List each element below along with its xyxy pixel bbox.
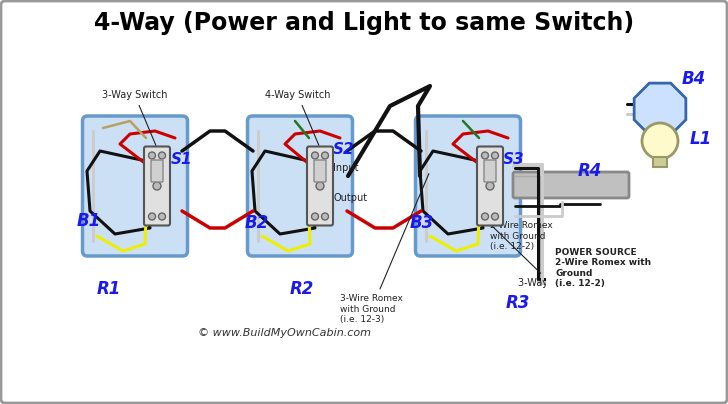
Circle shape [322, 213, 328, 220]
Text: R1: R1 [97, 280, 122, 298]
Circle shape [481, 152, 488, 159]
Circle shape [642, 123, 678, 159]
Circle shape [159, 152, 165, 159]
Text: 4-Way (Power and Light to same Switch): 4-Way (Power and Light to same Switch) [94, 11, 634, 35]
Text: S1: S1 [171, 152, 193, 167]
Text: 2-Wire Romex
with Ground
(i.e. 12-2): 2-Wire Romex with Ground (i.e. 12-2) [490, 221, 567, 255]
Text: B4: B4 [682, 70, 706, 88]
FancyBboxPatch shape [151, 160, 163, 182]
Circle shape [149, 213, 156, 220]
Circle shape [322, 152, 328, 159]
FancyBboxPatch shape [248, 116, 352, 256]
Circle shape [491, 213, 499, 220]
Text: S3: S3 [503, 152, 525, 167]
Text: 3-Way Switch: 3-Way Switch [102, 90, 167, 145]
Text: L1: L1 [690, 130, 712, 148]
FancyBboxPatch shape [477, 147, 503, 225]
Circle shape [312, 152, 319, 159]
FancyBboxPatch shape [307, 147, 333, 225]
Circle shape [149, 152, 156, 159]
Text: 4-Way Switch: 4-Way Switch [265, 90, 331, 145]
Text: R2: R2 [290, 280, 314, 298]
FancyBboxPatch shape [144, 147, 170, 225]
FancyBboxPatch shape [82, 116, 188, 256]
Text: © www.BuildMyOwnCabin.com: © www.BuildMyOwnCabin.com [199, 328, 371, 338]
Circle shape [159, 213, 165, 220]
Text: 3-Way Switch: 3-Way Switch [492, 226, 584, 288]
Circle shape [312, 213, 319, 220]
FancyBboxPatch shape [484, 160, 496, 182]
Text: R3: R3 [506, 294, 531, 312]
Text: R4: R4 [578, 162, 602, 180]
Circle shape [153, 182, 161, 190]
Circle shape [486, 182, 494, 190]
Text: B2: B2 [245, 214, 269, 232]
FancyBboxPatch shape [416, 116, 521, 256]
Circle shape [316, 182, 324, 190]
Text: B3: B3 [410, 214, 434, 232]
Text: B1: B1 [77, 212, 101, 230]
Text: Output: Output [333, 193, 367, 203]
Text: Input: Input [333, 163, 358, 173]
Circle shape [491, 152, 499, 159]
Polygon shape [634, 83, 686, 135]
Circle shape [481, 213, 488, 220]
Text: POWER SOURCE
2-Wire Romex with
Ground
(i.e. 12-2): POWER SOURCE 2-Wire Romex with Ground (i… [555, 248, 651, 288]
Text: 3-Wire Romex
with Ground
(i.e. 12-3): 3-Wire Romex with Ground (i.e. 12-3) [340, 174, 429, 324]
FancyBboxPatch shape [513, 172, 629, 198]
FancyBboxPatch shape [314, 160, 326, 182]
FancyBboxPatch shape [653, 157, 667, 167]
Text: S2: S2 [333, 142, 355, 157]
